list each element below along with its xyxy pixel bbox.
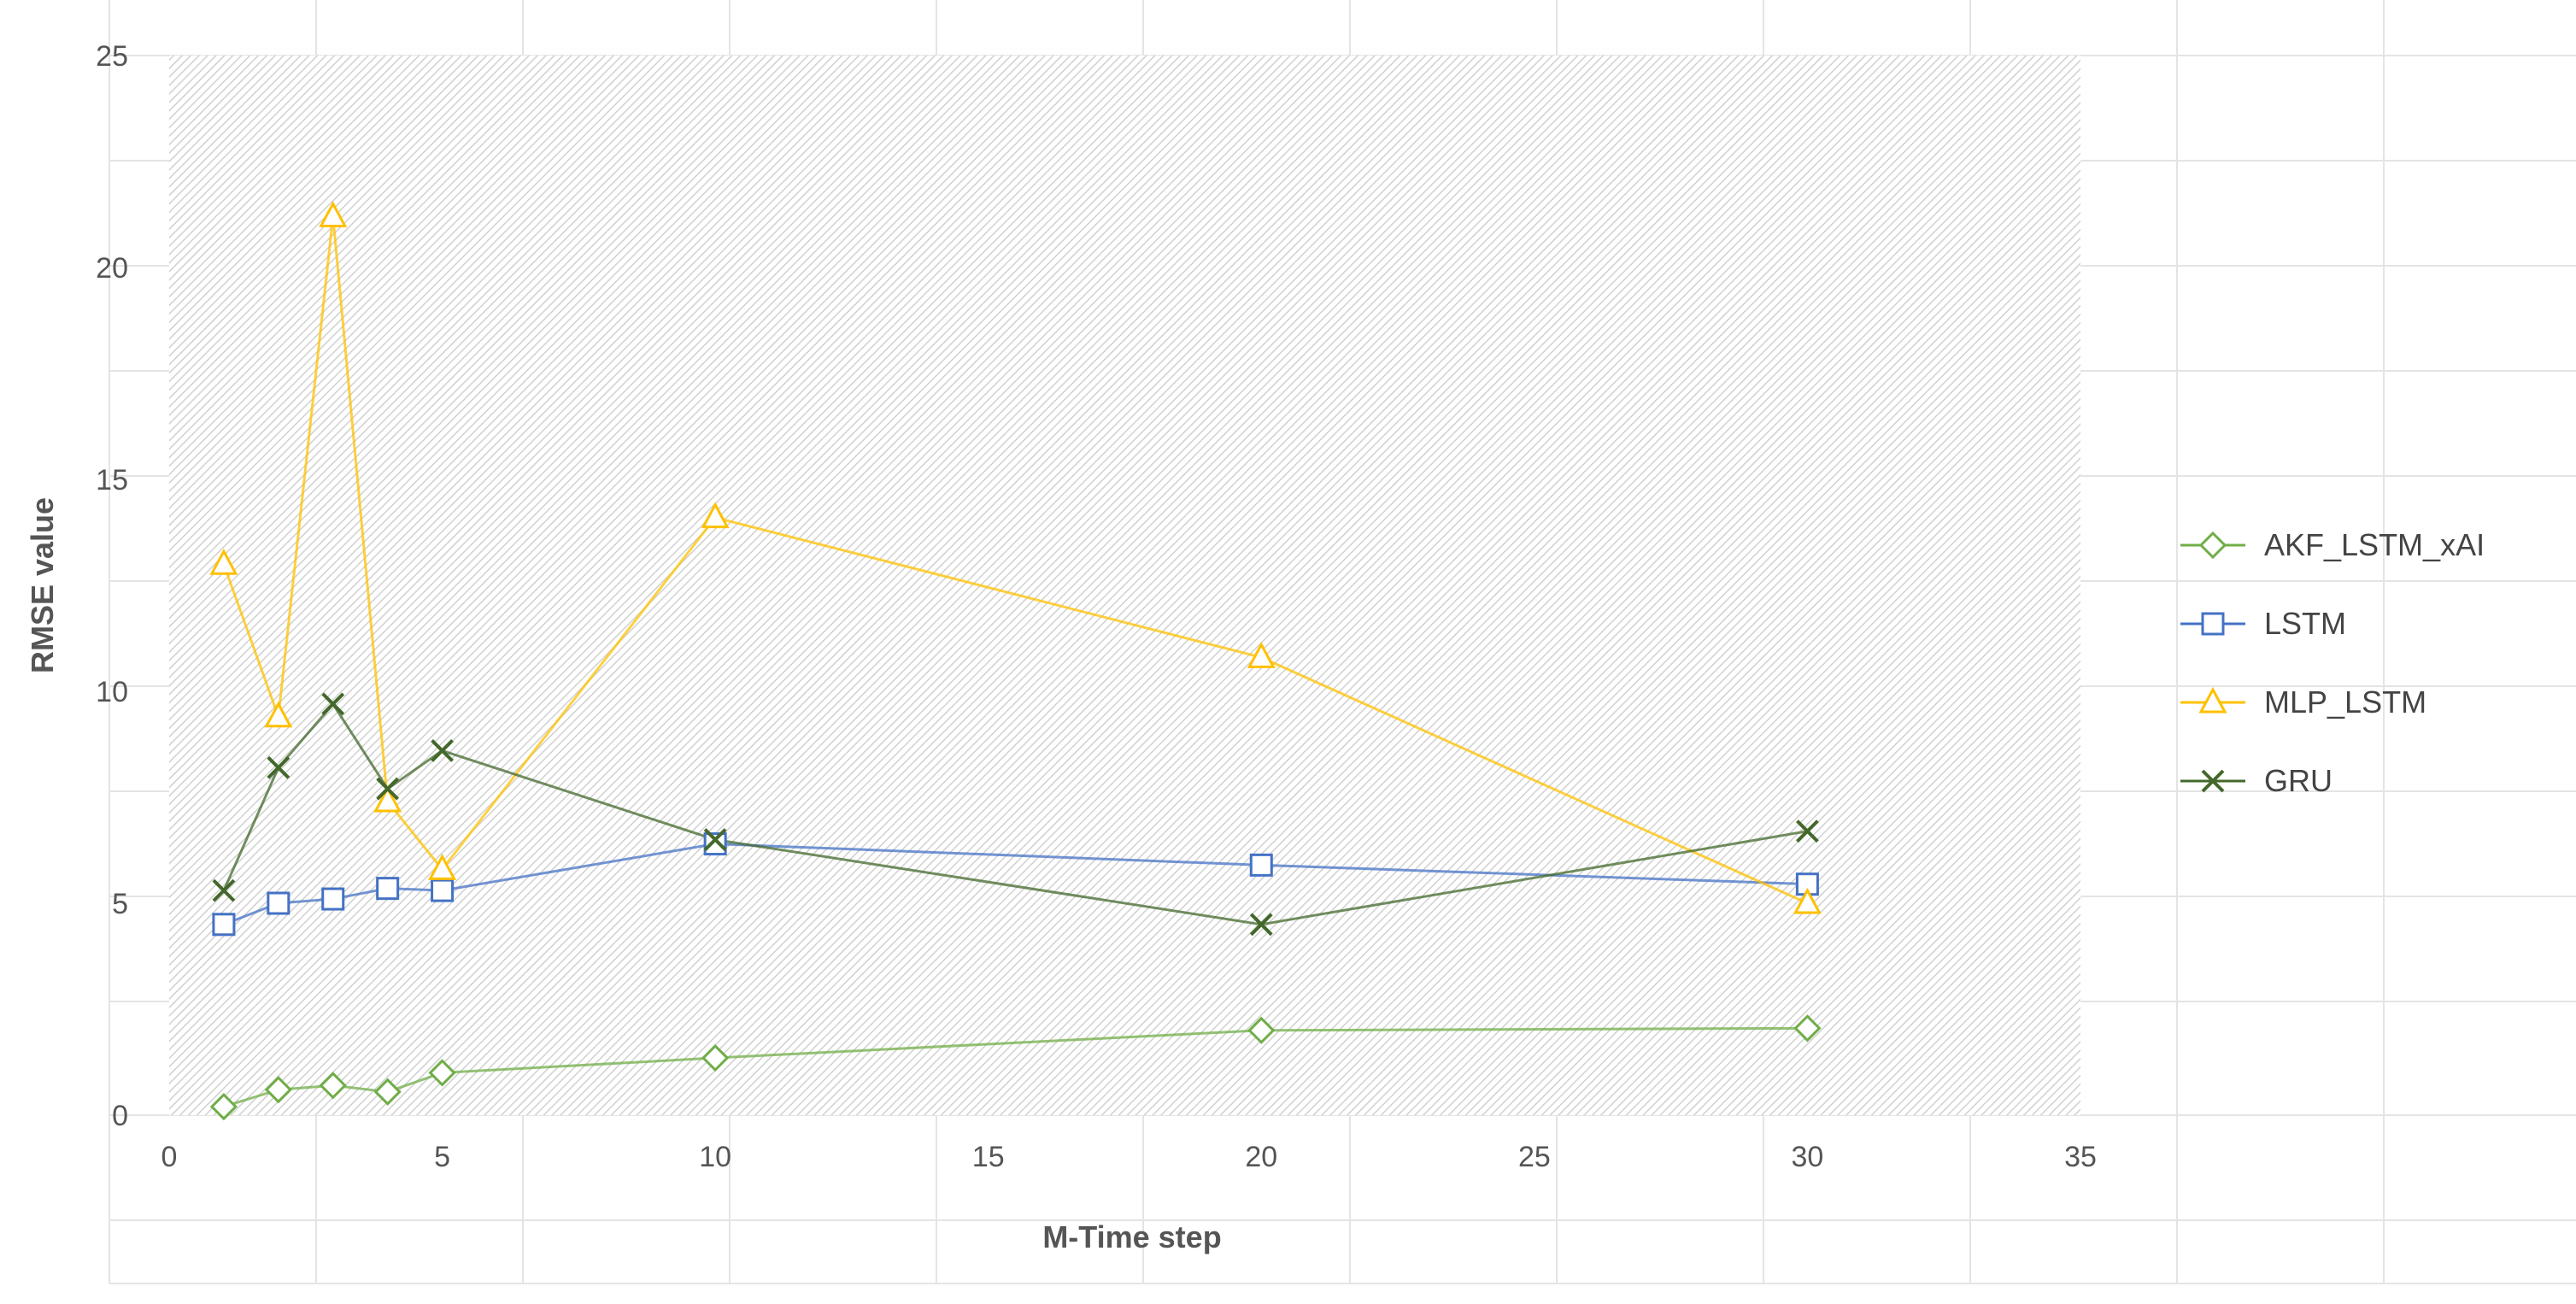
y-tick-label: 10 (96, 676, 128, 708)
x-tick-label: 35 (2064, 1141, 2097, 1173)
data-point-mlp-lstm (209, 549, 238, 575)
y-tick-label: 25 (96, 40, 128, 73)
y-tick-label: 5 (112, 888, 128, 920)
x-tick-label: 25 (1518, 1141, 1551, 1173)
data-point-mlp-lstm (373, 785, 402, 813)
y-tick-label: 15 (96, 464, 128, 496)
x-axis-title: M-Time step (1042, 1219, 1221, 1254)
data-point-lstm (1249, 853, 1273, 877)
x-tick-label: 15 (972, 1141, 1005, 1173)
y-tick-labels: 0 5 10 15 20 25 (96, 40, 128, 1132)
data-point-gru (431, 739, 454, 762)
data-point-mlp-lstm (701, 502, 730, 529)
legend-label: GRU (2264, 763, 2332, 798)
y-tick-label: 20 (96, 252, 128, 285)
legend: AKF_LSTM_xAI LSTM MLP_LSTM GRU (2180, 527, 2485, 798)
data-point-lstm (376, 877, 400, 901)
x-tick-label: 30 (1792, 1141, 1824, 1173)
data-point-akf-lstm-xai (428, 1059, 456, 1087)
x-tick-label: 20 (1245, 1141, 1277, 1173)
data-point-akf-lstm-xai (1247, 1016, 1276, 1044)
legend-item-mlp-lstm: MLP_LSTM (2180, 684, 2426, 720)
series-markers (209, 201, 1822, 1121)
data-point-gru (1249, 913, 1273, 937)
data-point-gru (212, 878, 236, 902)
y-tick-label: 0 (112, 1100, 128, 1132)
series-line-mlp-lstm (222, 216, 1809, 905)
plot-area (169, 56, 2080, 1115)
data-point-akf-lstm-xai (701, 1043, 730, 1072)
data-point-gru (376, 777, 400, 801)
x-tick-labels: 0 5 10 15 20 25 30 35 (161, 1141, 2097, 1173)
legend-item-akf-lstm-xai: AKF_LSTM_xAI (2180, 527, 2485, 562)
data-point-mlp-lstm (1793, 887, 1822, 914)
data-point-lstm (321, 887, 345, 911)
data-point-mlp-lstm (428, 854, 457, 880)
data-point-akf-lstm-xai (1793, 1014, 1822, 1043)
data-point-akf-lstm-xai (373, 1078, 402, 1106)
legend-item-gru: GRU (2180, 763, 2332, 798)
data-point-mlp-lstm (1247, 642, 1276, 668)
y-axis-title: RMSE value (25, 497, 60, 673)
data-point-gru (321, 692, 345, 716)
data-point-lstm (431, 878, 455, 902)
data-point-gru (703, 828, 727, 852)
x-tick-label: 10 (699, 1141, 731, 1173)
data-point-mlp-lstm (264, 701, 293, 728)
data-point-gru (1796, 819, 1819, 843)
data-point-gru (267, 755, 290, 779)
x-tick-label: 0 (161, 1141, 178, 1173)
data-point-lstm (212, 913, 236, 937)
legend-marker (2198, 686, 2227, 714)
legend-label: MLP_LSTM (2264, 684, 2426, 720)
data-point-akf-lstm-xai (319, 1072, 347, 1100)
data-point-lstm (267, 891, 290, 915)
legend-label: LSTM (2264, 606, 2346, 641)
legend-marker (2201, 769, 2225, 793)
data-point-lstm (703, 832, 727, 856)
legend-label: AKF_LSTM_xAI (2264, 527, 2485, 562)
data-point-akf-lstm-xai (209, 1092, 238, 1121)
legend-marker (2201, 612, 2225, 636)
x-tick-label: 5 (434, 1141, 450, 1173)
legend-item-lstm: LSTM (2180, 606, 2346, 641)
data-point-mlp-lstm (319, 201, 348, 227)
data-point-akf-lstm-xai (264, 1076, 292, 1104)
legend-marker (2198, 531, 2227, 560)
